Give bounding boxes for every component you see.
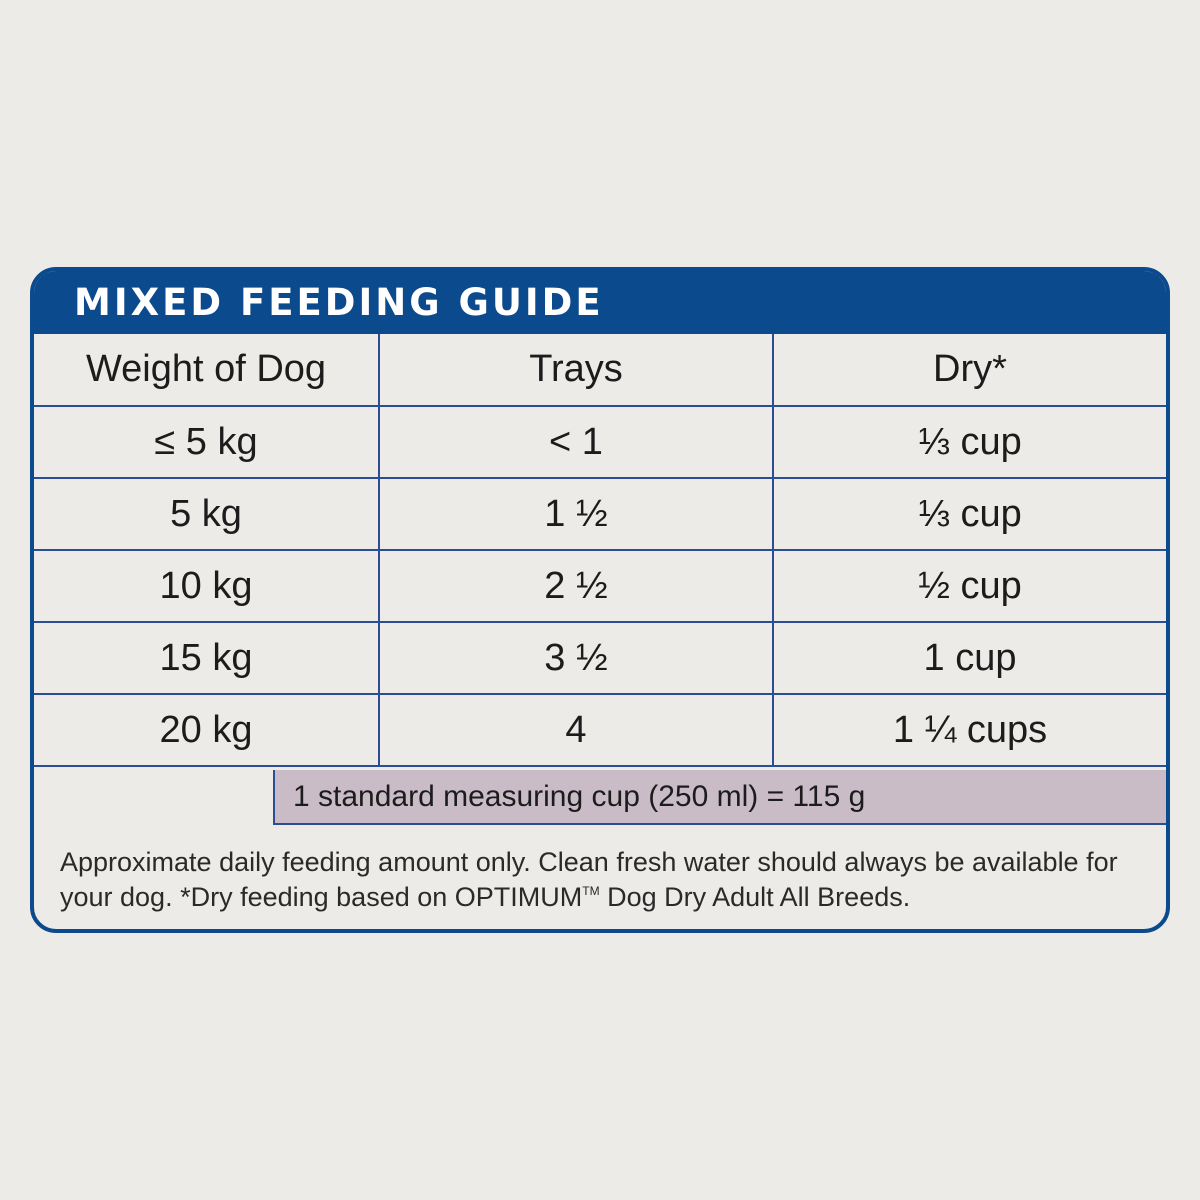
table-row: ≤ 5 kg < 1 ⅓ cup xyxy=(34,405,1166,479)
measuring-cup-note: 1 standard measuring cup (250 ml) = 115 … xyxy=(273,770,1166,825)
column-header-dry: Dry* xyxy=(772,334,1166,407)
trays-cell: < 1 xyxy=(378,405,774,479)
column-header-weight: Weight of Dog xyxy=(34,334,380,407)
weight-cell: 5 kg xyxy=(34,477,380,551)
trays-cell: 4 xyxy=(378,693,774,767)
weight-cell: 20 kg xyxy=(34,693,380,767)
feeding-guide-card: MIXED FEEDING GUIDE Weight of Dog Trays … xyxy=(30,267,1170,933)
dry-cell: ½ cup xyxy=(772,549,1166,623)
table-header-row: Weight of Dog Trays Dry* xyxy=(34,334,1166,407)
dry-cell: ⅓ cup xyxy=(772,477,1166,551)
trademark-mark: TM xyxy=(582,884,600,898)
footnote-text: Approximate daily feeding amount only. C… xyxy=(60,847,1118,912)
feeding-table: Weight of Dog Trays Dry* ≤ 5 kg < 1 ⅓ cu… xyxy=(34,334,1166,767)
trays-cell: 2 ½ xyxy=(378,549,774,623)
weight-cell: 10 kg xyxy=(34,549,380,623)
dry-cell: ⅓ cup xyxy=(772,405,1166,479)
column-header-trays: Trays xyxy=(378,334,774,407)
table-row: 20 kg 4 1 ¼ cups xyxy=(34,693,1166,767)
table-row: 15 kg 3 ½ 1 cup xyxy=(34,621,1166,695)
guide-title: MIXED FEEDING GUIDE xyxy=(34,271,1166,334)
table-row: 10 kg 2 ½ ½ cup xyxy=(34,549,1166,623)
weight-cell: ≤ 5 kg xyxy=(34,405,380,479)
dry-cell: 1 ¼ cups xyxy=(772,693,1166,767)
table-row: 5 kg 1 ½ ⅓ cup xyxy=(34,477,1166,551)
footnote-text-end: Dog Dry Adult All Breeds. xyxy=(599,882,911,912)
trays-cell: 1 ½ xyxy=(378,477,774,551)
dry-cell: 1 cup xyxy=(772,621,1166,695)
footnote: Approximate daily feeding amount only. C… xyxy=(60,845,1150,915)
trays-cell: 3 ½ xyxy=(378,621,774,695)
weight-cell: 15 kg xyxy=(34,621,380,695)
